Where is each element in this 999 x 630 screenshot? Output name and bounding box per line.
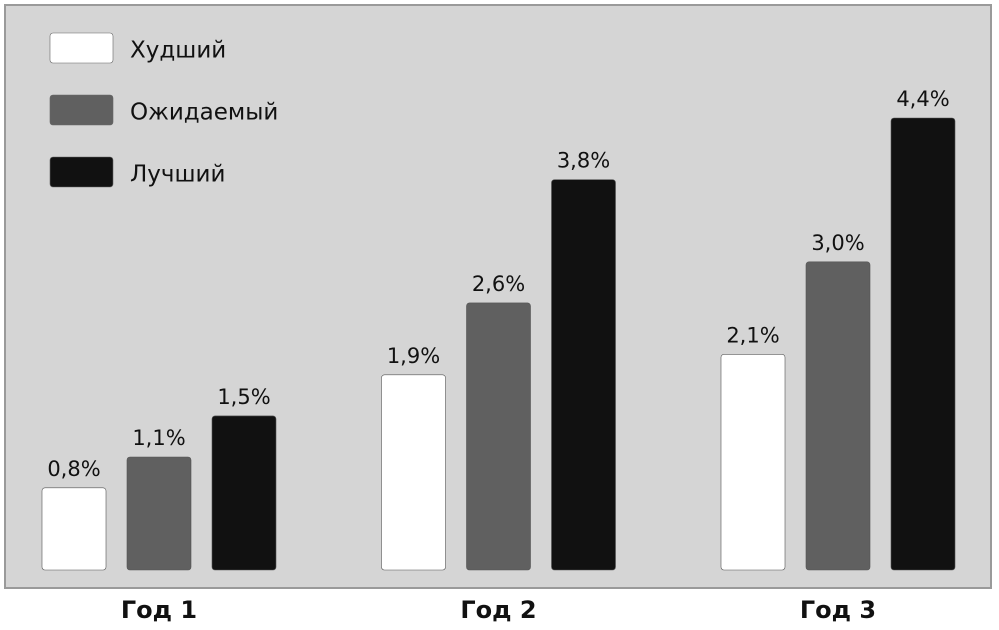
legend-swatch xyxy=(49,94,114,126)
bar xyxy=(805,261,871,571)
legend-swatch xyxy=(49,156,114,188)
value-label: 2,1% xyxy=(726,323,779,347)
value-label: 3,0% xyxy=(811,231,864,255)
value-label: 2,6% xyxy=(472,272,525,296)
bar xyxy=(381,374,446,571)
legend-label: Худший xyxy=(130,38,226,64)
bar xyxy=(890,117,956,571)
bar xyxy=(126,456,192,571)
value-label: 1,1% xyxy=(132,426,185,450)
bar xyxy=(720,353,786,571)
x-tick-label: Год 2 xyxy=(460,596,536,624)
value-label: 0,8% xyxy=(47,457,100,481)
value-label: 1,9% xyxy=(387,344,440,368)
x-tick-label: Год 3 xyxy=(800,596,876,624)
value-label: 3,8% xyxy=(557,149,610,173)
bar xyxy=(211,415,277,571)
value-label: 1,5% xyxy=(217,385,270,409)
bar xyxy=(551,179,616,571)
value-label: 4,4% xyxy=(896,87,949,111)
legend-swatch xyxy=(49,32,114,64)
legend-label: Ожидаемый xyxy=(130,100,278,126)
x-tick-label: Год 1 xyxy=(121,596,197,624)
bar xyxy=(41,487,107,571)
bar xyxy=(466,302,531,571)
legend-label: Лучший xyxy=(130,162,225,188)
